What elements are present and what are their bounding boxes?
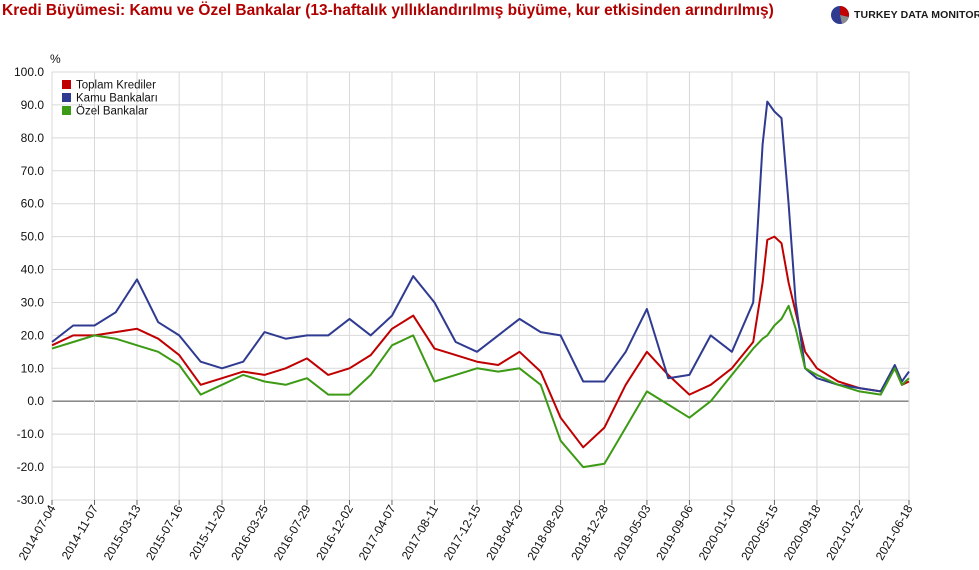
series-line-toplam-krediler — [51, 235, 910, 449]
legend-label: Kamu Bankaları — [76, 93, 158, 105]
chart-grid — [51, 71, 910, 501]
y-tick-label: 40.0 — [21, 263, 45, 277]
y-tick-label: 30.0 — [21, 295, 45, 309]
x-tick-label: 2016-07-29 — [271, 502, 314, 562]
x-tick-label: 2020-01-10 — [696, 502, 739, 562]
x-tick-label: 2019-09-06 — [653, 502, 696, 562]
x-tick-label: 2017-04-07 — [356, 502, 399, 562]
legend-label: Toplam Krediler — [76, 80, 156, 92]
y-tick-label: 100.0 — [14, 65, 44, 79]
y-tick-label: -30.0 — [17, 493, 45, 507]
series-line-özel-bankalar — [51, 304, 910, 469]
brand-name: TURKEY DATA MONITOR — [854, 9, 979, 21]
x-tick-label: 2019-05-03 — [611, 502, 654, 562]
x-tick-label: 2018-04-20 — [483, 502, 526, 562]
brand: TURKEY DATA MONITOR — [830, 5, 979, 25]
chart-title: Kredi Büyümesi: Kamu ve Özel Bankalar (1… — [2, 2, 774, 19]
legend-swatch — [62, 93, 71, 102]
x-tick-label: 2014-07-04 — [16, 502, 59, 562]
y-tick-label: 10.0 — [21, 361, 45, 375]
chart-series — [51, 100, 910, 469]
x-tick-label: 2017-12-15 — [441, 502, 484, 562]
legend-swatch — [62, 106, 71, 115]
y-axis-label: % — [50, 52, 61, 66]
x-tick-label: 2021-01-22 — [823, 502, 866, 562]
y-tick-label: 0.0 — [27, 394, 44, 408]
x-tick-label: 2017-08-11 — [399, 502, 442, 562]
x-tick-label: 2018-12-28 — [568, 502, 611, 562]
x-axis: 2014-07-04 2014-11-07 2015-03-13 2015-07-16… — [16, 500, 916, 563]
x-tick-label: 2021-06-18 — [873, 502, 916, 562]
y-tick-label: 80.0 — [21, 131, 45, 145]
x-tick-label: 2015-11-20 — [186, 502, 229, 562]
y-tick-label: 50.0 — [21, 230, 45, 244]
plot-frame — [51, 71, 910, 501]
x-tick-label: 2015-03-13 — [101, 502, 144, 562]
x-tick-label: 2020-05-15 — [738, 502, 781, 562]
y-tick-label: 20.0 — [21, 328, 45, 342]
legend-label: Özel Bankalar — [76, 106, 148, 118]
x-tick-label: 2014-11-07 — [59, 502, 102, 562]
x-tick-label: 2018-08-20 — [524, 502, 567, 562]
y-tick-label: -20.0 — [17, 460, 45, 474]
y-tick-label: -10.0 — [17, 427, 45, 441]
y-tick-label: 70.0 — [21, 164, 45, 178]
pie-logo-icon — [831, 5, 850, 24]
legend-swatch — [62, 80, 71, 89]
x-tick-label: 2015-07-16 — [143, 502, 186, 562]
y-tick-label: 60.0 — [21, 197, 45, 211]
x-tick-label: 2016-03-25 — [228, 502, 271, 562]
series-line-kamu-bankaları — [51, 100, 910, 393]
x-tick-label: 2020-09-18 — [781, 502, 824, 562]
x-tick-label: 2016-12-02 — [313, 502, 356, 562]
y-tick-label: 90.0 — [21, 98, 45, 112]
y-axis: 100.0 90.0 80.0 70.0 60.0 50.0 40.0 30.0 20.0 10.… — [14, 65, 44, 507]
